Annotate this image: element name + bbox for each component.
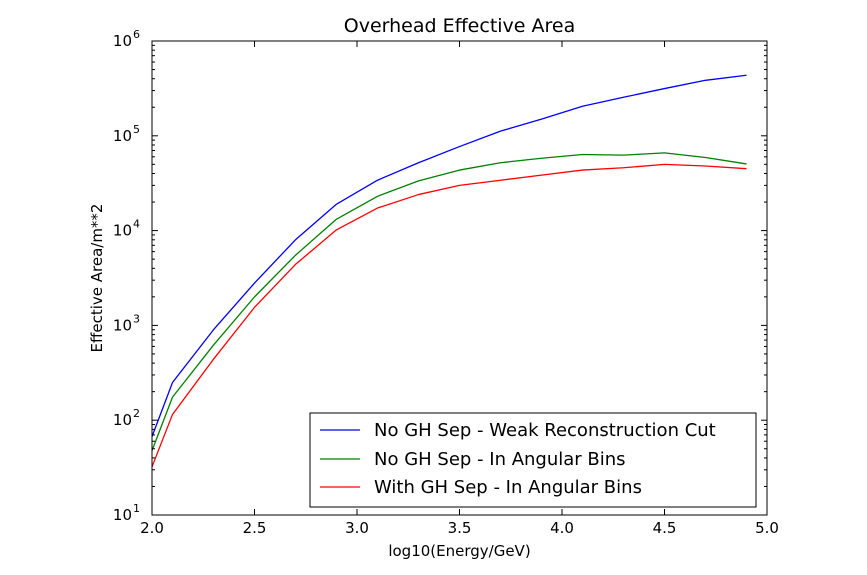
y-tick-label: 10 [113, 32, 132, 50]
legend-label: No GH Sep - Weak Reconstruction Cut [374, 420, 716, 441]
y-tick-exponent: 5 [133, 123, 140, 136]
legend-label: With GH Sep - In Angular Bins [374, 477, 642, 498]
x-tick-label: 4.0 [550, 519, 574, 537]
y-tick-label: 10 [113, 222, 132, 240]
y-tick-exponent: 2 [133, 407, 140, 420]
y-tick-exponent: 1 [133, 502, 140, 515]
legend-label: No GH Sep - In Angular Bins [374, 449, 626, 470]
x-axis-ticks: 2.0 2.5 3.0 3.5 4.0 4.5 5.0 [140, 41, 779, 537]
x-tick-label: 3.5 [448, 519, 472, 537]
legend-entry-weak-reconstruction-cut: No GH Sep - Weak Reconstruction Cut [320, 420, 716, 441]
x-tick-label: 3.0 [345, 519, 369, 537]
x-tick-label: 2.5 [243, 519, 267, 537]
series-line-1 [152, 74, 747, 439]
y-tick-label: 10 [113, 506, 132, 524]
legend: No GH Sep - Weak Reconstruction Cut No G… [309, 412, 757, 508]
y-tick-label: 10 [113, 316, 132, 334]
legend-entry-with-gh-angular-bins: With GH Sep - In Angular Bins [320, 477, 642, 498]
x-axis-label: log10(Energy/GeV) [388, 542, 530, 560]
legend-entry-no-gh-angular-bins: No GH Sep - In Angular Bins [320, 449, 626, 470]
x-tick-label: 5.0 [755, 519, 779, 537]
chart-title: Overhead Effective Area [344, 15, 576, 37]
series-layer [152, 74, 747, 469]
y-tick-label: 10 [113, 127, 132, 145]
y-tick-exponent: 3 [133, 312, 140, 325]
y-tick-exponent: 4 [133, 218, 140, 231]
x-tick-label: 4.5 [653, 519, 677, 537]
series-line-3 [152, 163, 747, 469]
y-axis-label: Effective Area/m**2 [88, 204, 106, 353]
x-tick-label: 2.0 [140, 519, 164, 537]
y-tick-exponent: 6 [133, 28, 140, 41]
series-line-2 [152, 152, 747, 453]
legend-box [309, 412, 757, 508]
y-tick-label: 10 [113, 411, 132, 429]
